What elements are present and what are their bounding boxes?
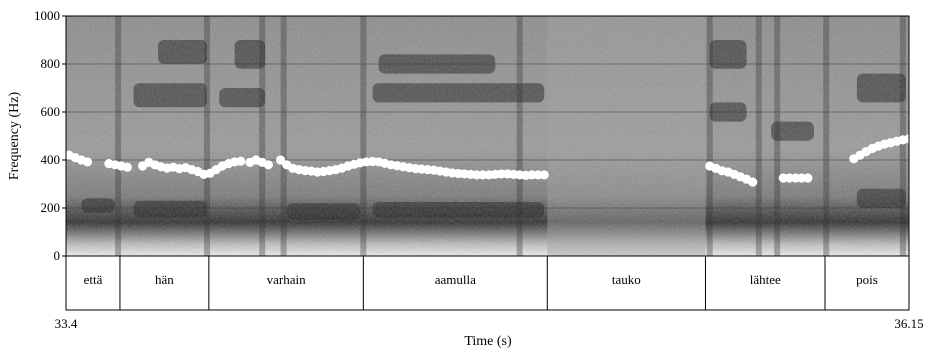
x-tick-end: 36.15: [894, 316, 923, 331]
pitch-point: [122, 162, 132, 172]
pitch-point: [236, 156, 246, 166]
pitch-track: [66, 134, 909, 187]
y-tick-label: 0: [54, 248, 61, 263]
textgrid-segments: että hän varhain aamulla tauko lähtee pois: [84, 256, 878, 310]
pitch-point: [904, 134, 909, 144]
horizontal-gridlines: [66, 63, 909, 209]
segment-label: varhain: [267, 272, 306, 287]
x-axis-label: Time (s): [464, 334, 512, 349]
segment-label: aamulla: [435, 272, 476, 287]
segment-label: lähtee: [750, 272, 781, 287]
segment-label: pois: [856, 272, 878, 287]
y-axis-ticks: 0 200 400 600 800 1000: [34, 8, 66, 263]
segment-label: hän: [155, 272, 174, 287]
textgrid-tier: [65, 255, 910, 311]
pitch-point: [82, 157, 93, 167]
spectrogram-plot: [66, 16, 909, 256]
pitch-point: [748, 177, 758, 187]
pitch-point: [803, 173, 813, 183]
y-tick-label: 800: [41, 56, 61, 71]
y-tick-label: 600: [41, 104, 61, 119]
pitch-point: [539, 170, 549, 180]
y-tick-label: 200: [41, 200, 61, 215]
y-axis-label: Frequency (Hz): [7, 92, 22, 181]
y-tick-label: 400: [41, 152, 61, 167]
spectrogram-noise: [66, 16, 909, 256]
x-tick-start: 33.4: [55, 316, 78, 331]
pitch-point: [263, 160, 273, 170]
y-tick-label: 1000: [34, 8, 60, 23]
segment-label: että: [84, 272, 103, 287]
segment-label: tauko: [612, 272, 641, 287]
